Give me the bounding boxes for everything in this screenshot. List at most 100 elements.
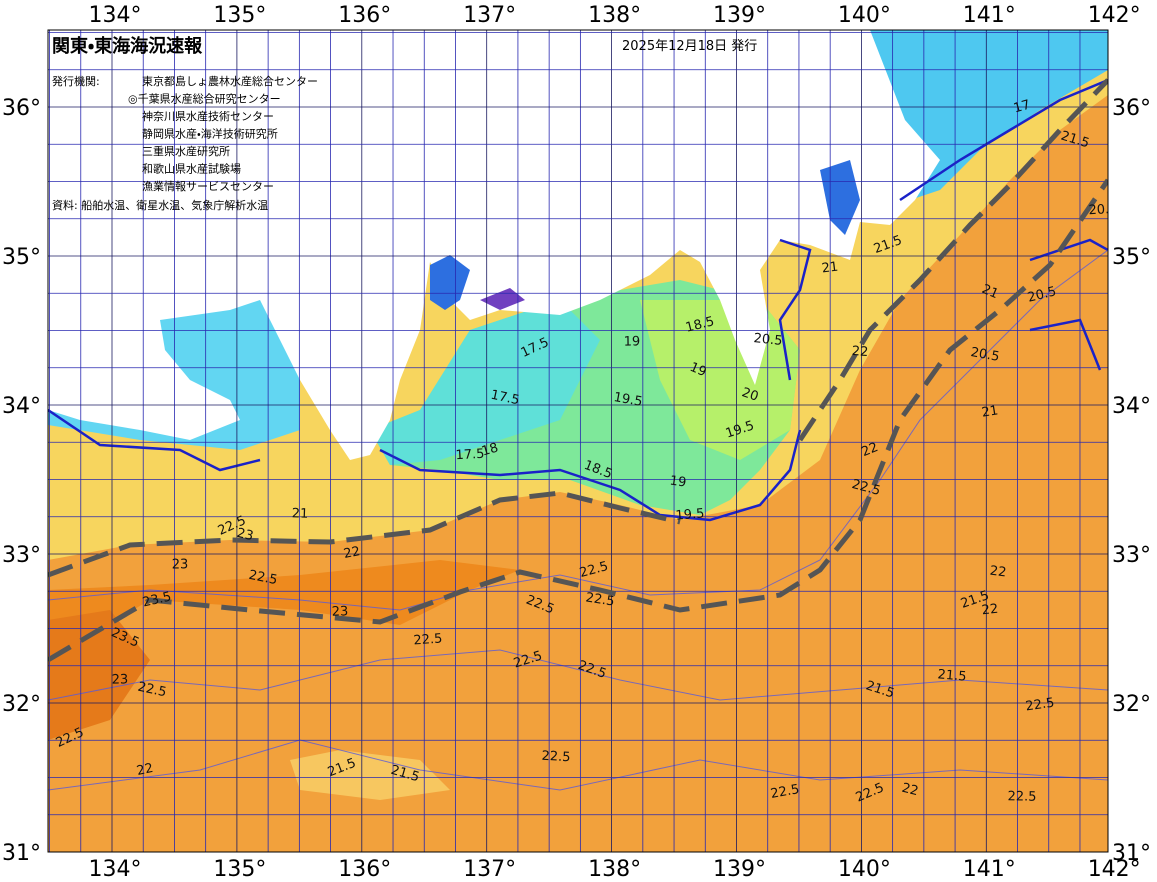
lon-label: 142° (1088, 3, 1141, 28)
contour-label: 17.5 (489, 388, 520, 409)
warm-core (48, 560, 520, 660)
contour-label: 22 (981, 602, 999, 619)
issuer: ◎千葉県水産総合研究センター (128, 92, 281, 106)
lon-label: 135° (213, 3, 266, 28)
axis-labels: 134° 134° 135° 135° 136° 136° 137° 137° 138° 138°… (2, 3, 1151, 882)
lat-label: 33° (1112, 543, 1151, 568)
contour-label: 19.5 (675, 506, 705, 523)
contour-line (778, 238, 812, 381)
contour-label: 20.5 (753, 331, 783, 349)
lon-label: 139° (713, 3, 766, 28)
land (48, 30, 940, 460)
osaka-bay (160, 310, 250, 400)
lat-label: 33° (2, 543, 41, 568)
lat-label: 34° (1112, 394, 1151, 419)
contour-label: 22.5 (247, 568, 278, 588)
contour-lines (48, 78, 1108, 522)
lon-label: 141° (963, 3, 1016, 28)
contour-label: 17.5 (455, 447, 485, 463)
contour-label: 18 (480, 441, 500, 460)
contour-label: 22.5 (413, 632, 443, 649)
contour-label: 21 (981, 403, 1000, 420)
contour-label: 19 (624, 334, 641, 349)
lon-label: 136° (338, 857, 391, 882)
data-source: 資料: 船舶水温、衛星水温、気象庁解析水温 (52, 198, 268, 212)
contour-label: 22.5 (541, 749, 571, 765)
lon-label: 142° (1088, 857, 1141, 882)
contour-label: 22.5 (136, 680, 167, 701)
lat-label: 36° (1112, 96, 1151, 121)
issuer: 三重県水産研究所 (142, 144, 230, 158)
map-title: 関東・東海海況速報 (52, 35, 203, 57)
issuer: 静岡県水産・海洋技術研究所 (142, 127, 278, 141)
contour-label: 23.5 (141, 589, 173, 610)
contour-line (48, 649, 1108, 701)
contour-label: 20.5 (1088, 202, 1118, 218)
lat-label: 35° (2, 245, 41, 270)
contour-label: 22 (860, 440, 881, 460)
contour-label: 21 (979, 282, 1000, 302)
contour-label: 22.5 (578, 559, 610, 581)
contour-label: 22.5 (850, 477, 882, 499)
contour-label: 23 (112, 672, 129, 687)
contour-label: 23 (331, 604, 348, 620)
contour-line (379, 429, 802, 522)
contour-label: 21.5 (937, 667, 967, 684)
contour-label: 22 (989, 564, 1007, 581)
contour-label: 21 (821, 260, 839, 277)
contour-label: 17 (1012, 98, 1032, 117)
contour-label: 20.5 (969, 345, 1000, 365)
lat-label: 31° (1112, 841, 1151, 866)
warm-core (48, 610, 150, 740)
contour-label: 22.5 (585, 590, 616, 609)
lat-label: 31° (2, 841, 41, 866)
lon-label: 137° (463, 3, 516, 28)
contour-label: 19 (687, 360, 708, 380)
lon-label: 134° (89, 3, 142, 28)
lat-label: 35° (1112, 245, 1151, 270)
issue-date: 2025年12月18日 発行 (622, 39, 757, 54)
kuroshio-north-edge (48, 78, 1108, 578)
contour-label: 23 (235, 526, 254, 544)
contour-label: 22 (342, 544, 361, 562)
lon-label: 139° (713, 857, 766, 882)
coastal-water (370, 300, 600, 465)
ise-bay (430, 255, 470, 310)
lat-label: 36° (2, 96, 41, 121)
contour-label: 19.5 (612, 390, 643, 410)
contour-label: 22 (900, 781, 920, 800)
contour-line (48, 408, 261, 472)
issuer: 東京都島しょ農林水産総合センター (142, 74, 318, 88)
lon-label: 138° (588, 857, 641, 882)
lon-label: 140° (838, 3, 891, 28)
issuer: 漁業情報サービスセンター (142, 179, 274, 193)
contour-line (899, 78, 1108, 202)
contour-label: 20.5 (1026, 284, 1058, 306)
contour-label: 22.5 (769, 782, 800, 802)
contour-label: 22.5 (1025, 696, 1056, 715)
lat-label: 32° (1112, 692, 1151, 717)
issuer: 神奈川県水産技術センター (142, 109, 274, 123)
issuer: 和歌山県水産試験場 (142, 162, 241, 176)
kuroshio-axis (48, 78, 1108, 663)
issuer-list: 東京都島しょ農林水産総合センター ◎千葉県水産総合研究センター神奈川県水産技術セン… (128, 74, 318, 193)
contour-line (48, 739, 1108, 791)
contour-label: 22 (135, 761, 154, 779)
lon-label: 138° (588, 3, 641, 28)
contour-label: 22 (851, 344, 869, 360)
contour-label: 21 (291, 506, 308, 522)
lat-label: 34° (2, 394, 41, 419)
contour-label: 20 (740, 385, 761, 405)
lon-label: 135° (213, 857, 266, 882)
contour-label: 19 (669, 473, 687, 490)
contour-label: 22.5 (1007, 789, 1036, 805)
lat-label: 32° (2, 692, 41, 717)
cool-patch (290, 750, 450, 800)
lon-label: 141° (963, 857, 1016, 882)
lon-label: 136° (338, 3, 391, 28)
lon-label: 137° (463, 857, 516, 882)
map-frame (47, 29, 1109, 853)
graticule (48, 30, 1108, 852)
lon-label: 140° (838, 857, 891, 882)
